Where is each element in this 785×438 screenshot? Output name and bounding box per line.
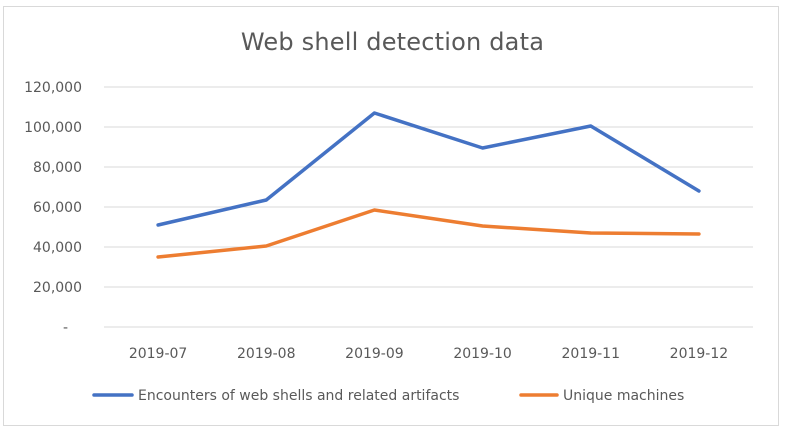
legend-label: Encounters of web shells and related art… <box>138 388 459 404</box>
x-tick-label: 2019-12 <box>670 346 729 362</box>
data-point <box>697 232 701 236</box>
chart-frame <box>3 6 779 426</box>
x-axis-tick-labels: 2019-07 2019-08 2019-09 2019-10 2019-11 2019-… <box>129 346 728 362</box>
gridlines <box>104 86 753 328</box>
chart-title: Web shell detection data <box>240 28 545 56</box>
y-axis-tick-labels: - 20,000 40,000 60,000 80,000 100,000 120,000 <box>24 80 82 336</box>
data-point <box>481 224 485 228</box>
series-line-1 <box>156 208 701 259</box>
data-point <box>589 124 593 128</box>
data-point <box>589 231 593 235</box>
data-point <box>156 223 160 227</box>
series-line-0 <box>156 111 701 227</box>
x-tick-label: 2019-07 <box>129 346 188 362</box>
x-tick-label: 2019-10 <box>453 346 512 362</box>
y-tick-label: 60,000 <box>33 200 82 216</box>
x-tick-label: 2019-09 <box>345 346 404 362</box>
series-lines <box>156 111 701 259</box>
y-tick-label: 120,000 <box>24 80 82 96</box>
y-tick-label: 80,000 <box>33 160 82 176</box>
y-tick-label: 100,000 <box>24 120 82 136</box>
x-tick-label: 2019-08 <box>237 346 296 362</box>
y-tick-label: 20,000 <box>33 280 82 296</box>
x-tick-label: 2019-11 <box>562 346 621 362</box>
legend-label: Unique machines <box>563 388 684 404</box>
data-point <box>481 146 485 150</box>
data-point <box>264 198 268 202</box>
legend: Encounters of web shells and related art… <box>92 388 684 404</box>
data-point <box>697 189 701 193</box>
y-tick-label: 40,000 <box>33 240 82 256</box>
data-point <box>372 208 376 212</box>
data-point <box>372 111 376 115</box>
y-tick-label: - <box>63 320 68 336</box>
data-point <box>156 255 160 259</box>
data-point <box>264 244 268 248</box>
